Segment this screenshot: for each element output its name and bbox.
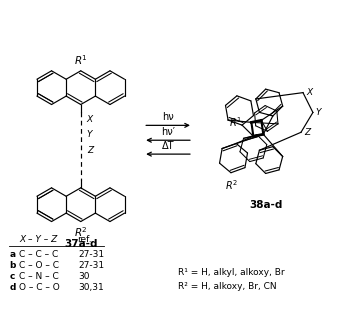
Text: 27-31: 27-31 (79, 250, 105, 259)
Text: Z: Z (304, 128, 310, 137)
Text: O – C – O: O – C – O (19, 282, 60, 291)
Text: hν: hν (162, 112, 174, 122)
Text: 37a-d: 37a-d (64, 240, 98, 249)
Text: X: X (306, 88, 312, 97)
Text: C – O – C: C – O – C (19, 261, 59, 270)
Text: hν′: hν′ (161, 127, 175, 137)
Text: d: d (9, 282, 16, 291)
Text: C – N – C: C – N – C (19, 272, 59, 281)
Text: ΔT: ΔT (162, 141, 174, 151)
Text: Y: Y (316, 108, 321, 117)
Text: 27-31: 27-31 (79, 261, 105, 270)
Text: Z: Z (87, 146, 93, 155)
Text: $R^2$: $R^2$ (225, 178, 238, 192)
Text: ref.: ref. (77, 236, 91, 244)
Text: 38a-d: 38a-d (250, 200, 283, 210)
Text: $R^1$: $R^1$ (74, 53, 88, 67)
Text: $R^1$: $R^1$ (229, 116, 243, 129)
Text: 30: 30 (79, 272, 90, 281)
Text: X – Y – Z: X – Y – Z (19, 236, 57, 244)
Text: C – C – C: C – C – C (19, 250, 58, 259)
Text: R¹ = H, alkyl, alkoxy, Br: R¹ = H, alkyl, alkoxy, Br (178, 268, 285, 277)
Text: $R^2$: $R^2$ (74, 225, 88, 239)
Text: 30,31: 30,31 (79, 282, 105, 291)
Text: b: b (9, 261, 16, 270)
Text: c: c (9, 272, 15, 281)
Text: Y: Y (87, 130, 92, 139)
Text: a: a (9, 250, 15, 259)
Text: X: X (87, 115, 93, 124)
Text: R² = H, alkoxy, Br, CN: R² = H, alkoxy, Br, CN (178, 281, 276, 290)
